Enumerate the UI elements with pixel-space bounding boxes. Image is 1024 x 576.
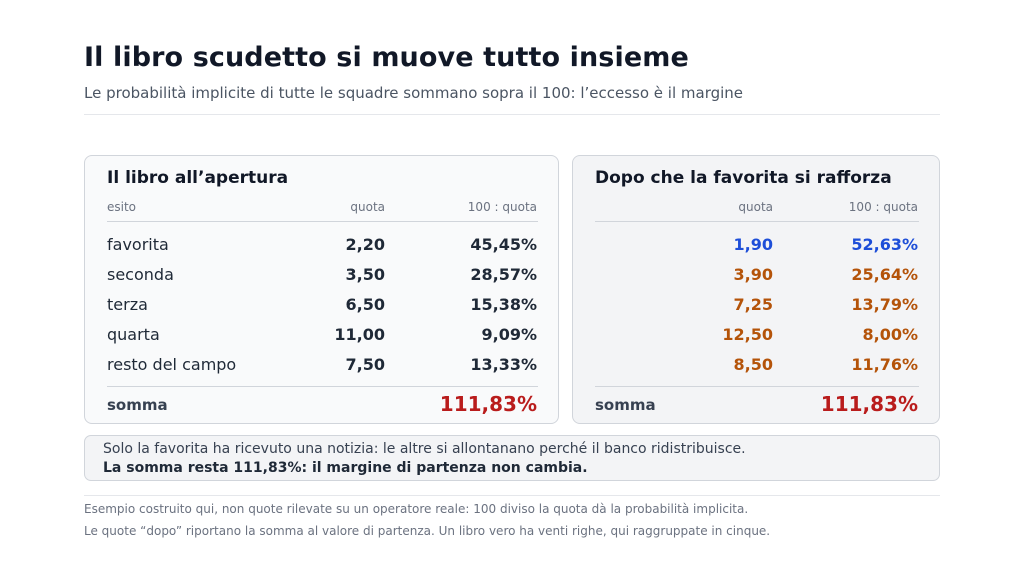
prob-value: 13,79%: [851, 295, 918, 314]
quota-value: 3,90: [733, 265, 773, 284]
prob-value: 28,57%: [470, 265, 537, 284]
col-header-quota: quota: [738, 200, 773, 214]
sum-label: somma: [107, 396, 168, 414]
table-row: resto del campo 7,50 13,33%: [85, 350, 558, 380]
divider: [84, 114, 940, 115]
quota-value: 12,50: [722, 325, 773, 344]
table-row: 3,90 25,64%: [573, 260, 939, 290]
table-row: quarta 11,00 9,09%: [85, 320, 558, 350]
header-divider: [595, 221, 919, 222]
table-row: 12,50 8,00%: [573, 320, 939, 350]
outcome-name: quarta: [107, 325, 160, 344]
col-header-quota: quota: [350, 200, 385, 214]
table-row: 8,50 11,76%: [573, 350, 939, 380]
sum-value: 111,83%: [820, 392, 918, 416]
outcome-name: seconda: [107, 265, 174, 284]
table-row: seconda 3,50 28,57%: [85, 260, 558, 290]
quota-value: 6,50: [345, 295, 385, 314]
quota-value: 1,90: [733, 235, 773, 254]
note-box: Solo la favorita ha ricevuto una notizia…: [84, 435, 940, 481]
col-header-prob: 100 : quota: [848, 200, 918, 214]
prob-value: 15,38%: [470, 295, 537, 314]
quota-value: 7,50: [345, 355, 385, 374]
footnote: Le quote “dopo” riportano la somma al va…: [84, 524, 771, 538]
quota-value: 8,50: [733, 355, 773, 374]
footnote: Esempio costruito qui, non quote rilevat…: [84, 502, 749, 516]
after-book-card: Dopo che la favorita si rafforza quota 1…: [572, 155, 940, 424]
quota-value: 11,00: [334, 325, 385, 344]
table-row: 1,90 52,63%: [573, 230, 939, 260]
quota-value: 7,25: [733, 295, 773, 314]
prob-value: 11,76%: [851, 355, 918, 374]
sum-divider: [595, 386, 919, 387]
prob-value: 9,09%: [481, 325, 537, 344]
outcome-name: resto del campo: [107, 355, 237, 374]
prob-value: 13,33%: [470, 355, 537, 374]
note-emphasis: La somma resta 111,83%: il margine di pa…: [103, 460, 588, 476]
outcome-name: favorita: [107, 235, 169, 254]
prob-value: 52,63%: [851, 235, 918, 254]
quota-value: 2,20: [345, 235, 385, 254]
outcome-name: terza: [107, 295, 148, 314]
prob-value: 25,64%: [851, 265, 918, 284]
sum-label: somma: [595, 396, 656, 414]
prob-value: 45,45%: [470, 235, 537, 254]
prob-value: 8,00%: [862, 325, 918, 344]
col-header-outcome: esito: [107, 200, 137, 214]
note-text: Solo la favorita ha ricevuto una notizia…: [103, 441, 746, 457]
header-divider: [107, 221, 538, 222]
opening-card-title: Il libro all’apertura: [107, 168, 289, 188]
table-row: terza 6,50 15,38%: [85, 290, 558, 320]
page-subtitle: Le probabilità implicite di tutte le squ…: [84, 84, 744, 102]
opening-book-card: Il libro all’apertura esito quota 100 : …: [84, 155, 559, 424]
col-header-prob: 100 : quota: [467, 200, 537, 214]
table-row: 7,25 13,79%: [573, 290, 939, 320]
sum-divider: [107, 386, 538, 387]
divider: [84, 495, 940, 496]
after-card-title: Dopo che la favorita si rafforza: [595, 168, 892, 188]
page-title: Il libro scudetto si muove tutto insieme: [84, 42, 689, 73]
table-row: favorita 2,20 45,45%: [85, 230, 558, 260]
sum-value: 111,83%: [439, 392, 537, 416]
quota-value: 3,50: [345, 265, 385, 284]
